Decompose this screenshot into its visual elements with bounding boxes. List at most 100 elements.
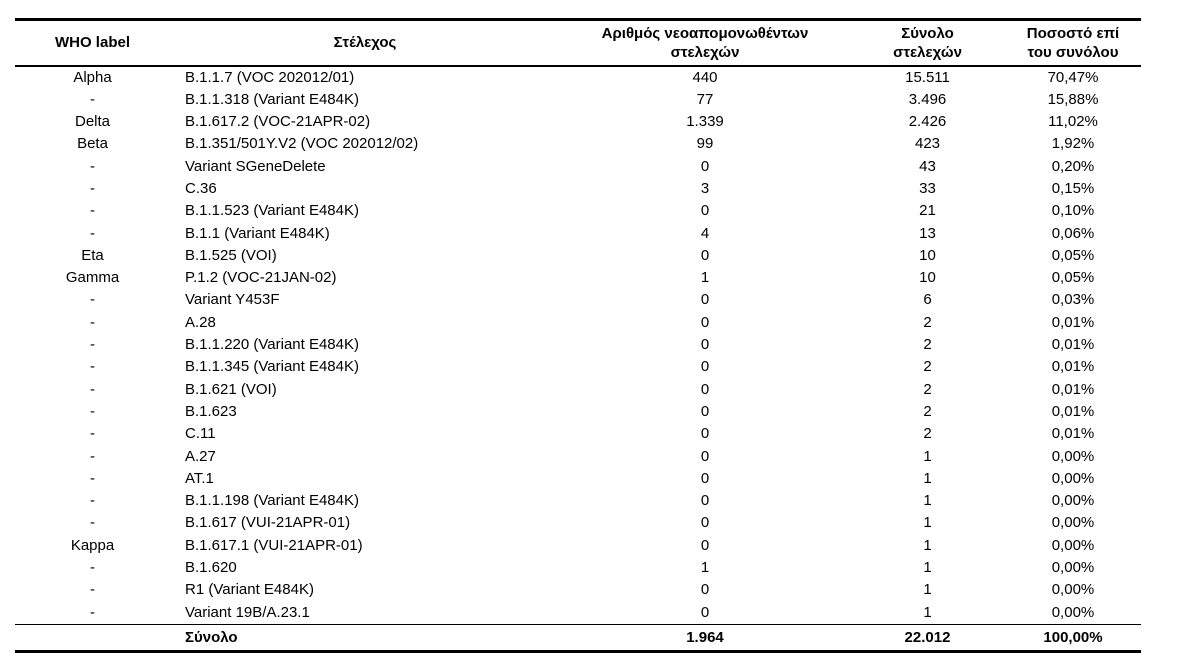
total-row: Σύνολο 1.964 22.012 100,00%	[15, 623, 1141, 652]
strain-cell: B.1.617.1 (VUI-21APR-01)	[185, 536, 363, 554]
who-label-cell: Beta	[77, 135, 108, 153]
percent-cell: 0,01%	[1051, 313, 1095, 331]
total-cell: 33	[919, 179, 936, 197]
who-label-cell: -	[90, 179, 95, 197]
total-cell: 1	[923, 469, 932, 487]
total-cell: 2	[923, 380, 932, 398]
strain-cell: B.1.1.523 (Variant E484K)	[185, 202, 359, 220]
who-label-cell: -	[90, 224, 95, 242]
who-label-cell: -	[90, 90, 95, 108]
percent-cell: 0,01%	[1051, 336, 1095, 354]
percent-cell: 0,05%	[1051, 246, 1095, 264]
new-isolates-cell: 0	[700, 157, 710, 175]
strain-cell: B.1.1.220 (Variant E484K)	[185, 336, 359, 354]
table-row: - B.1.1.220 (Variant E484K) 0 2 0,01%	[15, 334, 1141, 356]
percent-cell: 0,00%	[1051, 581, 1095, 599]
percent-cell: 0,01%	[1051, 380, 1095, 398]
new-isolates-cell: 0	[700, 380, 710, 398]
total-cell: 15.511	[905, 68, 950, 86]
who-label-cell: -	[90, 469, 95, 487]
total-cell: 43	[919, 157, 936, 175]
table-row: - AT.1 0 1 0,00%	[15, 468, 1141, 490]
table-row: - A.28 0 2 0,01%	[15, 312, 1141, 334]
who-label-cell: Delta	[74, 113, 111, 131]
table-header: WHO label Στέλεχος Αριθμός νεοαπομονωθέν…	[15, 19, 1141, 67]
percent-cell: 0,06%	[1051, 224, 1095, 242]
table-row: - B.1.1.345 (Variant E484K) 0 2 0,01%	[15, 356, 1141, 378]
variants-table: WHO label Στέλεχος Αριθμός νεοαπομονωθέν…	[15, 18, 1141, 653]
new-isolates-cell: 0	[700, 469, 710, 487]
percent-cell: 0,00%	[1051, 536, 1095, 554]
table-row: - B.1.623 0 2 0,01%	[15, 401, 1141, 423]
new-isolates-cell: 0	[700, 291, 710, 309]
strain-cell: Variant Y453F	[185, 291, 280, 309]
table-row: Gamma P.1.2 (VOC-21JAN-02) 1 10 0,05%	[15, 267, 1141, 289]
table-row: - B.1.621 (VOI) 0 2 0,01%	[15, 379, 1141, 401]
who-label-cell: -	[90, 425, 95, 443]
who-label-cell: -	[90, 313, 95, 331]
new-isolates-cell: 0	[700, 536, 710, 554]
strain-cell: P.1.2 (VOC-21JAN-02)	[185, 269, 337, 287]
header-row: WHO label Στέλεχος Αριθμός νεοαπομονωθέν…	[15, 19, 1141, 67]
who-label-cell: -	[90, 447, 95, 465]
total-cell: 6	[923, 291, 932, 309]
table-row: Delta B.1.617.2 (VOC-21APR-02) 1.339 2.4…	[15, 111, 1141, 133]
total-cell: 3.496	[908, 90, 947, 108]
percent-cell: 0,00%	[1051, 559, 1095, 577]
new-isolates-cell: 77	[696, 90, 714, 108]
table-row: - R1 (Variant E484K) 0 1 0,00%	[15, 579, 1141, 601]
header-new-isolates: Αριθμός νεοαπομονωθέντων στελεχών	[560, 19, 850, 67]
percent-cell: 0,03%	[1051, 291, 1095, 309]
percent-cell: 15,88%	[1047, 90, 1099, 108]
who-label-cell: Alpha	[73, 68, 112, 86]
strain-cell: R1 (Variant E484K)	[185, 581, 314, 599]
total-cell: 2	[923, 313, 932, 331]
who-label-cell: -	[90, 559, 95, 577]
new-isolates-cell: 0	[700, 425, 710, 443]
total-cell: 2	[923, 336, 932, 354]
total-cell: 10	[919, 246, 936, 264]
total-cell: 2.426	[908, 113, 947, 131]
strain-cell: B.1.1 (Variant E484K)	[185, 224, 330, 242]
total-cell: 2	[923, 402, 932, 420]
total-cell: 2	[923, 358, 932, 376]
table-row: Alpha B.1.1.7 (VOC 202012/01) 440 15.511…	[15, 66, 1141, 89]
percent-cell: 0,00%	[1051, 492, 1095, 510]
strain-cell: B.1.351/501Y.V2 (VOC 202012/02)	[185, 135, 419, 153]
table-row: - B.1.1.198 (Variant E484K) 0 1 0,00%	[15, 490, 1141, 512]
new-isolates-cell: 0	[700, 246, 710, 264]
who-label-cell: -	[90, 380, 95, 398]
percent-cell: 0,15%	[1051, 179, 1095, 197]
header-percent: Ποσοστό επί του συνόλου	[1005, 19, 1141, 67]
percent-cell: 11,02%	[1048, 113, 1098, 131]
total-who-cell	[15, 623, 170, 652]
total-cell: 13	[919, 224, 936, 242]
new-isolates-cell: 0	[700, 358, 710, 376]
new-isolates-cell: 0	[700, 402, 710, 420]
new-isolates-cell: 0	[700, 514, 710, 532]
strain-cell: B.1.1.7 (VOC 202012/01)	[185, 68, 355, 86]
total-percent-cell: 100,00%	[1005, 623, 1141, 652]
who-label-cell: -	[90, 603, 95, 621]
table-row: - Variant SGeneDelete 0 43 0,20%	[15, 156, 1141, 178]
table-row: - B.1.1 (Variant E484K) 4 13 0,06%	[15, 223, 1141, 245]
new-isolates-cell: 3	[700, 179, 710, 197]
total-new-isolates-cell: 1.964	[560, 623, 850, 652]
table-row: - C.11 0 2 0,01%	[15, 423, 1141, 445]
table-row: - Variant 19B/A.23.1 0 1 0,00%	[15, 602, 1141, 625]
total-cell: 1	[923, 447, 932, 465]
new-isolates-cell: 0	[700, 447, 710, 465]
who-label-cell: -	[90, 492, 95, 510]
percent-cell: 0,00%	[1051, 603, 1095, 621]
table-row: - A.27 0 1 0,00%	[15, 446, 1141, 468]
strain-cell: A.27	[185, 447, 216, 465]
strain-cell: C.11	[185, 425, 216, 443]
who-label-cell: -	[90, 336, 95, 354]
new-isolates-cell: 0	[700, 603, 710, 621]
who-label-cell: -	[90, 581, 95, 599]
total-cell: 21	[919, 202, 936, 220]
strain-cell: A.28	[185, 313, 216, 331]
percent-cell: 0,01%	[1051, 425, 1095, 443]
table-row: - Variant Y453F 0 6 0,03%	[15, 289, 1141, 311]
strain-cell: C.36	[185, 179, 217, 197]
